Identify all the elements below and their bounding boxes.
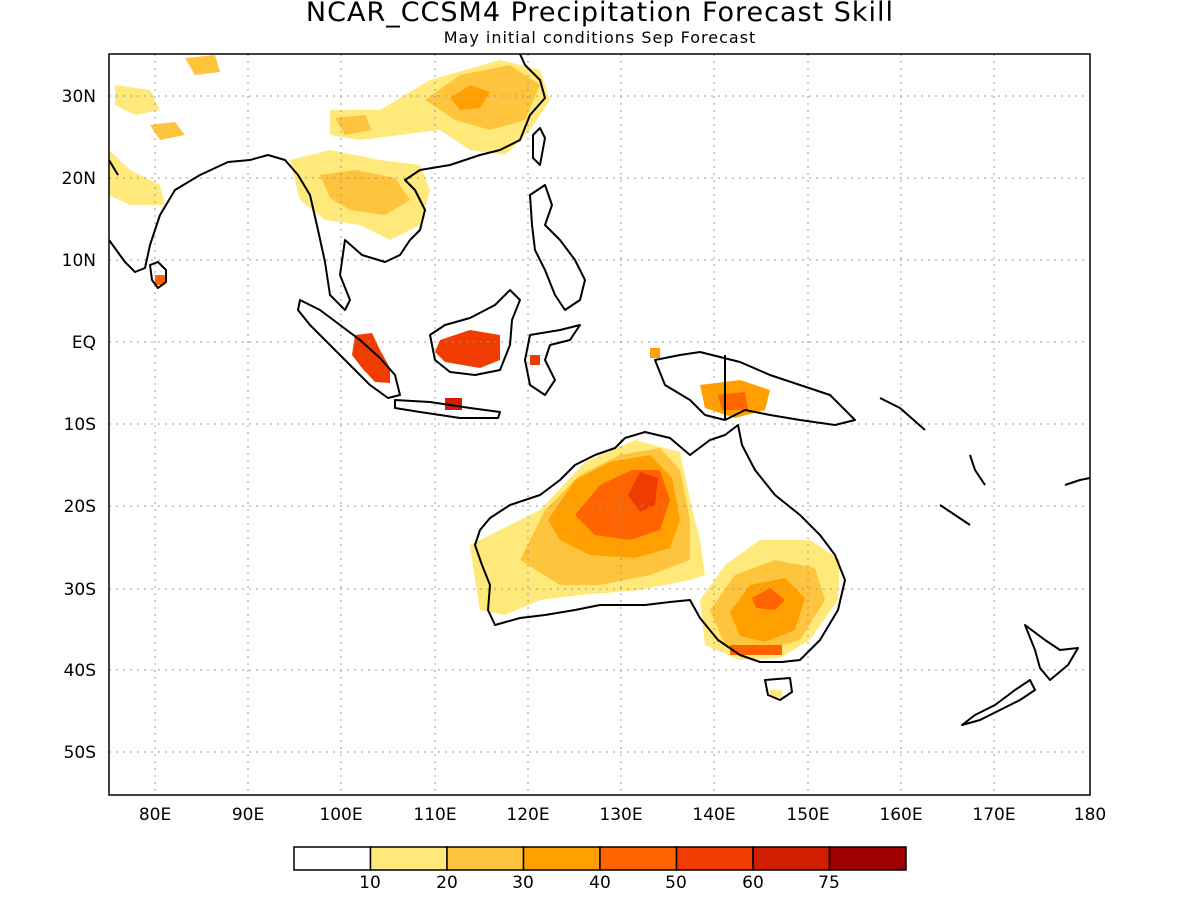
coastline-australia bbox=[474, 424, 846, 663]
colorbar-tick-label: 75 bbox=[818, 873, 840, 893]
coastline-vanuatu bbox=[969, 454, 986, 486]
lon-label: 110E bbox=[413, 805, 456, 825]
coastline-nz-south bbox=[961, 679, 1036, 726]
colorbar-box-6 bbox=[752, 846, 831, 871]
colorbar-tick-label: 40 bbox=[589, 873, 611, 893]
coastline-sulawesi bbox=[524, 324, 581, 396]
skill-shading bbox=[109, 55, 840, 697]
colorbar-tick-label: 30 bbox=[512, 873, 534, 893]
lat-label: EQ bbox=[72, 333, 96, 353]
skill-region-sulawesi bbox=[530, 355, 540, 365]
longitude-labels: 80E 90E 100E 110E 120E 130E 140E 150E 16… bbox=[139, 805, 1106, 825]
skill-region-australia-se-inner bbox=[752, 588, 785, 610]
lat-label: 30S bbox=[64, 580, 96, 600]
coastline-solomons bbox=[879, 397, 926, 431]
skill-region-australia-se-core bbox=[730, 578, 805, 642]
map-title: NCAR_CCSM4 Precipitation Forecast Skill bbox=[305, 0, 895, 28]
coastline-asia bbox=[109, 54, 546, 311]
lon-label: 140E bbox=[692, 805, 735, 825]
skill-region-halmahera bbox=[650, 348, 660, 358]
coastline-new-guinea bbox=[654, 351, 856, 426]
skill-region-tibet bbox=[335, 115, 372, 135]
lat-label: 40S bbox=[64, 661, 96, 681]
coastline-tasmania bbox=[764, 677, 793, 701]
colorbar-box-0 bbox=[293, 846, 372, 871]
lon-label: 170E bbox=[972, 805, 1015, 825]
colorbar-tick-label: 20 bbox=[436, 873, 458, 893]
colorbar: 10 20 30 40 50 60 75 bbox=[293, 846, 907, 893]
coastline-philippines bbox=[529, 184, 586, 311]
lat-label: 50S bbox=[64, 743, 96, 763]
skill-region-australia-nw-peak bbox=[628, 472, 658, 512]
plot-frame bbox=[108, 53, 1091, 796]
skill-region-tasmania bbox=[770, 690, 782, 697]
coastline-new-caledonia bbox=[939, 504, 971, 526]
lon-label: 130E bbox=[599, 805, 642, 825]
skill-region-indochina-mid bbox=[320, 170, 410, 215]
lat-label: 20N bbox=[62, 169, 96, 189]
latitude-labels: 30N 20N 10N EQ 10S 20S 30S 40S 50S bbox=[62, 87, 96, 763]
lon-label: 100E bbox=[319, 805, 362, 825]
coastline-taiwan bbox=[532, 127, 546, 166]
lat-label: 10N bbox=[62, 251, 96, 271]
lon-label: 150E bbox=[786, 805, 829, 825]
colorbar-box-4 bbox=[599, 846, 678, 871]
skill-region-himalaya-1 bbox=[150, 122, 185, 140]
lat-label: 10S bbox=[64, 415, 96, 435]
lat-label: 20S bbox=[64, 497, 96, 517]
colorbar-box-5 bbox=[675, 846, 754, 871]
coastline-nz-north bbox=[1024, 624, 1079, 681]
colorbar-tick-label: 10 bbox=[359, 873, 381, 893]
coastlines bbox=[109, 54, 1090, 726]
coastline-java bbox=[394, 399, 501, 419]
coastline-sumatra bbox=[297, 299, 401, 399]
coastline-sri-lanka bbox=[149, 261, 167, 289]
lon-label: 180 bbox=[1074, 805, 1106, 825]
skill-region-sumatra bbox=[352, 333, 390, 383]
skill-region-borneo bbox=[435, 330, 500, 368]
colorbar-box-3 bbox=[522, 846, 601, 871]
colorbar-tick-label: 50 bbox=[665, 873, 687, 893]
lon-label: 120E bbox=[506, 805, 549, 825]
skill-region-australia-se-coast bbox=[730, 645, 782, 655]
skill-region-india-north bbox=[115, 85, 160, 115]
map-grid bbox=[109, 54, 1090, 795]
colorbar-box-1 bbox=[369, 846, 448, 871]
coastline-india-west bbox=[109, 159, 119, 176]
colorbar-box-2 bbox=[446, 846, 525, 871]
skill-region-sri-lanka bbox=[155, 275, 165, 285]
skill-region-himalaya-2 bbox=[185, 55, 220, 75]
coastline-fiji bbox=[1064, 477, 1090, 486]
lon-label: 90E bbox=[232, 805, 264, 825]
lon-label: 80E bbox=[139, 805, 171, 825]
skill-region-new-guinea-core bbox=[718, 392, 748, 410]
lat-label: 30N bbox=[62, 87, 96, 107]
colorbar-box-7 bbox=[828, 846, 907, 871]
coastline-borneo bbox=[429, 289, 521, 376]
map-subtitle: May initial conditions Sep Forecast bbox=[443, 28, 757, 47]
colorbar-tick-label: 60 bbox=[742, 873, 764, 893]
skill-region-china-core bbox=[450, 85, 490, 110]
lon-label: 160E bbox=[879, 805, 922, 825]
